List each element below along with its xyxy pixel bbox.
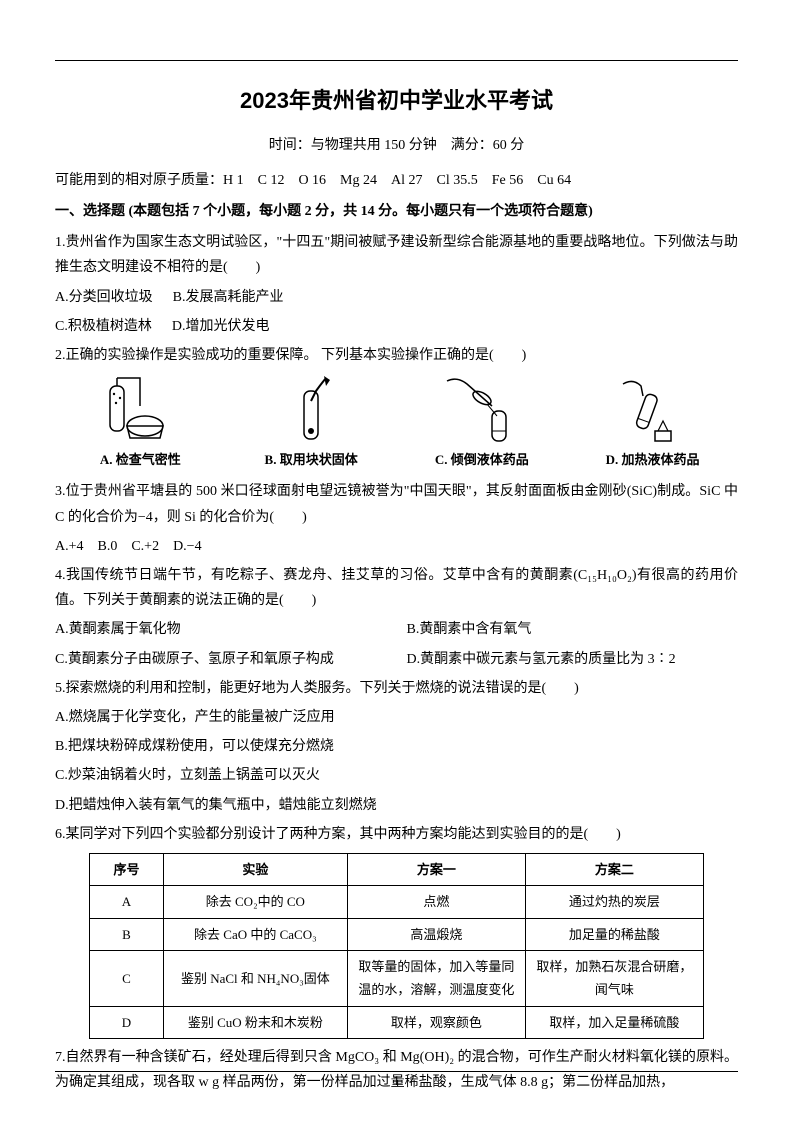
th-1: 实验 xyxy=(163,853,347,885)
cell: 取样，观察颜色 xyxy=(347,1006,525,1038)
cell: 除去 CO₂中的 CO xyxy=(163,886,347,918)
question-5: 5.探索燃烧的利用和控制，能更好地为人类服务。下列关于燃烧的说法错误的是( ) xyxy=(55,676,738,701)
q5-opt-b: B.把煤块粉碎成煤粉使用，可以使煤充分燃烧 xyxy=(55,734,738,759)
q4-opt-b: B.黄酮素中含有氧气 xyxy=(407,617,739,642)
question-2: 2.正确的实验操作是实验成功的重要保障。 下列基本实验操作正确的是( ) xyxy=(55,343,738,368)
question-1: 1.贵州省作为国家生态文明试验区，"十四五"期间被赋予建设新型综合能源基地的重要… xyxy=(55,230,738,280)
th-0: 序号 xyxy=(90,853,164,885)
cell: 取样，加入足量稀硫酸 xyxy=(525,1006,703,1038)
diagram-c-label: C. 倾倒液体药品 xyxy=(397,448,568,471)
cell: A xyxy=(90,886,164,918)
cell: 取等量的固体，加入等量同温的水，溶解，测温度变化 xyxy=(347,951,525,1007)
th-3: 方案二 xyxy=(525,853,703,885)
q1-opt-b: B.发展高耗能产业 xyxy=(173,285,284,310)
cell: C xyxy=(90,951,164,1007)
question-6: 6.某同学对下列四个实验都分别设计了两种方案，其中两种方案均能达到实验目的的是(… xyxy=(55,822,738,847)
airtight-check-icon xyxy=(55,376,226,446)
cell: B xyxy=(90,918,164,950)
diagram-c: C. 倾倒液体药品 xyxy=(397,376,568,471)
q4-options-row1: A.黄酮素属于氧化物 B.黄酮素中含有氧气 xyxy=(55,617,738,642)
cell: 加足量的稀盐酸 xyxy=(525,918,703,950)
q5-opt-c: C.炒菜油锅着火时，立刻盖上锅盖可以灭火 xyxy=(55,763,738,788)
q4-opt-a: A.黄酮素属于氧化物 xyxy=(55,617,387,642)
atomic-mass-line: 可能用到的相对原子质量：H 1 C 12 O 16 Mg 24 Al 27 Cl… xyxy=(55,168,738,193)
cell: 鉴别 CuO 粉末和木炭粉 xyxy=(163,1006,347,1038)
q1-opt-c: C.积极植树造林 xyxy=(55,314,152,339)
page-title: 2023年贵州省初中学业水平考试 xyxy=(55,81,738,121)
th-2: 方案一 xyxy=(347,853,525,885)
cell: 点燃 xyxy=(347,886,525,918)
solid-pickup-icon xyxy=(226,376,397,446)
heat-liquid-icon xyxy=(567,376,738,446)
question-3: 3.位于贵州省平塘县的 500 米口径球面射电望远镜被誉为"中国天眼"，其反射面… xyxy=(55,479,738,529)
table-row: A 除去 CO₂中的 CO 点燃 通过灼热的炭层 xyxy=(90,886,704,918)
q2-diagram-row: A. 检查气密性 B. 取用块状固体 C. 倾倒液体药品 xyxy=(55,376,738,471)
table-row: B 除去 CaO 中的 CaCO₃ 高温煅烧 加足量的稀盐酸 xyxy=(90,918,704,950)
section-1-title: 一、选择题 (本题包括 7 个小题，每小题 2 分，共 14 分。每小题只有一个… xyxy=(55,199,738,224)
table-row: D 鉴别 CuO 粉末和木炭粉 取样，观察颜色 取样，加入足量稀硫酸 xyxy=(90,1006,704,1038)
cell: 取样，加熟石灰混合研磨，闻气味 xyxy=(525,951,703,1007)
q1-options-row1: A.分类回收垃圾 B.发展高耗能产业 xyxy=(55,285,738,310)
cell: 通过灼热的炭层 xyxy=(525,886,703,918)
cell: D xyxy=(90,1006,164,1038)
q1-opt-d: D.增加光伏发电 xyxy=(172,314,270,339)
q6-table: 序号 实验 方案一 方案二 A 除去 CO₂中的 CO 点燃 通过灼热的炭层 B… xyxy=(89,853,704,1039)
page-number: 1 xyxy=(0,1069,793,1092)
q5-opt-a: A.燃烧属于化学变化，产生的能量被广泛应用 xyxy=(55,705,738,730)
diagram-a: A. 检查气密性 xyxy=(55,376,226,471)
table-row: C 鉴别 NaCl 和 NH₄NO₃固体 取等量的固体，加入等量同温的水，溶解，… xyxy=(90,951,704,1007)
q4-opt-d: D.黄酮素中碳元素与氢元素的质量比为 3∶2 xyxy=(407,647,739,672)
q4-opt-c: C.黄酮素分子由碳原子、氢原子和氧原子构成 xyxy=(55,647,387,672)
q5-opt-d: D.把蜡烛伸入装有氧气的集气瓶中，蜡烛能立刻燃烧 xyxy=(55,793,738,818)
q3-options: A.+4 B.0 C.+2 D.−4 xyxy=(55,534,738,559)
cell: 鉴别 NaCl 和 NH₄NO₃固体 xyxy=(163,951,347,1007)
question-4: 4.我国传统节日端午节，有吃粽子、赛龙舟、挂艾草的习俗。艾草中含有的黄酮素(C₁… xyxy=(55,563,738,613)
diagram-d-label: D. 加热液体药品 xyxy=(567,448,738,471)
exam-info: 时间：与物理共用 150 分钟 满分：60 分 xyxy=(55,133,738,158)
top-rule xyxy=(55,60,738,61)
pour-liquid-icon xyxy=(397,376,568,446)
q1-options-row2: C.积极植树造林 D.增加光伏发电 xyxy=(55,314,738,339)
q1-opt-a: A.分类回收垃圾 xyxy=(55,285,153,310)
diagram-d: D. 加热液体药品 xyxy=(567,376,738,471)
cell: 高温煅烧 xyxy=(347,918,525,950)
cell: 除去 CaO 中的 CaCO₃ xyxy=(163,918,347,950)
diagram-b-label: B. 取用块状固体 xyxy=(226,448,397,471)
diagram-a-label: A. 检查气密性 xyxy=(55,448,226,471)
table-header-row: 序号 实验 方案一 方案二 xyxy=(90,853,704,885)
q4-options-row2: C.黄酮素分子由碳原子、氢原子和氧原子构成 D.黄酮素中碳元素与氢元素的质量比为… xyxy=(55,647,738,672)
diagram-b: B. 取用块状固体 xyxy=(226,376,397,471)
